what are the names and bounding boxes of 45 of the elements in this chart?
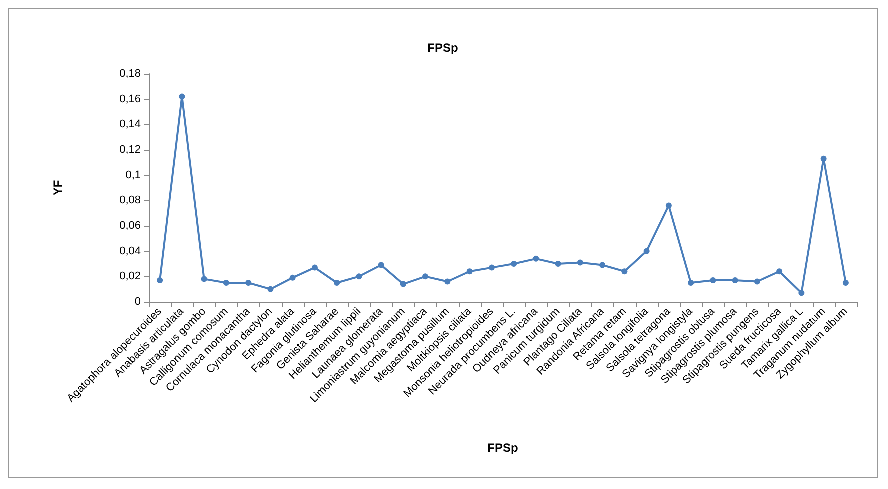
point (754, 278, 760, 285)
point (268, 286, 274, 292)
point (157, 277, 164, 284)
point (444, 278, 451, 285)
y-tick-label: 0,1 (126, 169, 141, 182)
point (400, 281, 406, 288)
point (666, 202, 672, 209)
point (533, 256, 540, 262)
point (422, 274, 429, 280)
y-tick-label: 0,08 (120, 194, 141, 207)
point (356, 274, 362, 280)
y-tick-label: 0,06 (120, 220, 141, 232)
point (312, 264, 318, 271)
point (246, 280, 252, 286)
point (644, 248, 650, 254)
y-tick-label: 0 (134, 296, 141, 308)
y-tick-label: 0,12 (120, 144, 141, 156)
y-tick-label: 0,04 (120, 245, 141, 258)
point (798, 290, 805, 296)
chart-title: FPSp (428, 41, 458, 55)
point (710, 277, 716, 284)
point (820, 156, 827, 162)
point (600, 262, 606, 268)
x-axis-title: FPSp (488, 441, 518, 455)
point (555, 261, 562, 267)
point (511, 261, 518, 267)
y-tick-label: 0,14 (120, 118, 141, 131)
y-tick-label: 0,02 (120, 270, 141, 283)
point (334, 280, 340, 286)
point (776, 268, 783, 275)
point (378, 262, 384, 268)
point (201, 276, 208, 282)
y-tick-label: 0,16 (120, 93, 141, 106)
y-axis-title: YF (51, 180, 65, 196)
point (842, 280, 849, 286)
point (732, 277, 738, 284)
point (290, 274, 296, 281)
point (466, 268, 473, 275)
point (179, 94, 186, 100)
point (223, 280, 230, 286)
point (622, 268, 628, 275)
point (577, 260, 584, 266)
point (488, 264, 495, 271)
y-tick-label: 0,18 (120, 68, 141, 80)
point (688, 280, 694, 286)
